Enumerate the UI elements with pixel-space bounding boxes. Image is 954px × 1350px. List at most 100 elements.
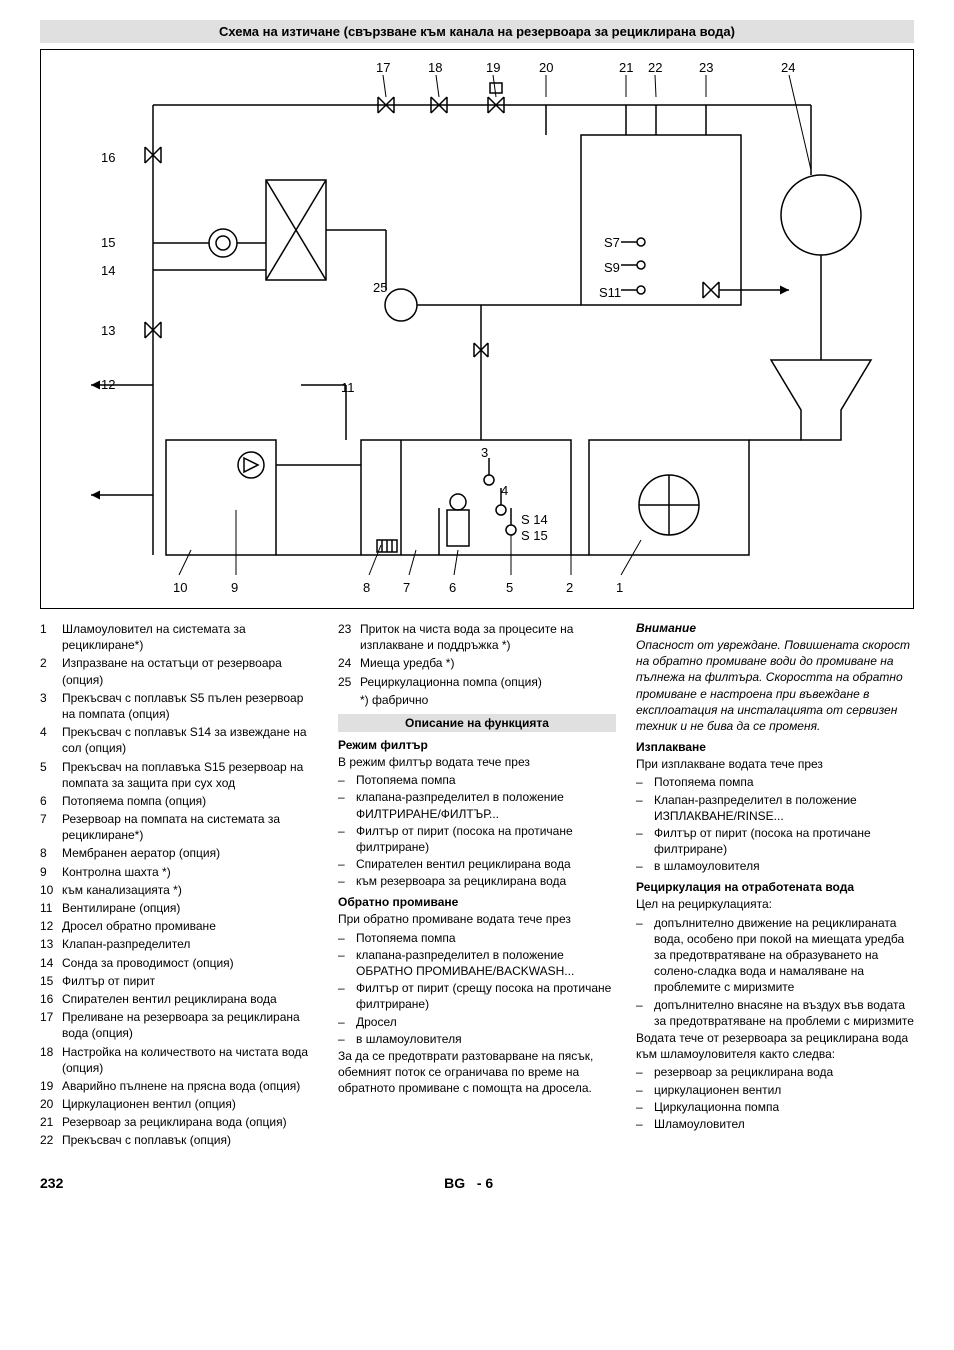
legend-item: 7Резервоар на помпата на системата за ре…: [40, 811, 318, 843]
flow-diagram: 17181920212223241615141312251134S7S9S11S…: [40, 49, 914, 609]
list-item: към резервоара за рециклирана вода: [338, 873, 616, 889]
page-number-left: 232: [40, 1175, 63, 1191]
column-2: 23Приток на чиста вода за процесите на и…: [338, 621, 616, 1151]
legend-item: 24Миеща уредба *): [338, 655, 616, 671]
list-item: Спирателен вентил рециклирана вода: [338, 856, 616, 872]
legend-text: Резервоар на помпата на системата за рец…: [62, 811, 318, 843]
diagram-label: 5: [506, 580, 513, 595]
legend-num: 5: [40, 759, 62, 791]
function-description-heading: Описание на функцията: [338, 714, 616, 732]
filter-list: Потопяема помпаклапана-разпределител в п…: [338, 772, 616, 889]
diagram-label: 23: [699, 60, 713, 75]
legend-text: Мембранен аератор (опция): [62, 845, 220, 861]
list-item: допълнително движение на рециклираната в…: [636, 915, 914, 996]
list-item: Филтър от пирит (посока на протичане фил…: [338, 823, 616, 855]
legend-num: 4: [40, 724, 62, 756]
legend-text: Аварийно пълнене на прясна вода (опция): [62, 1078, 300, 1094]
diagram-label: 1: [616, 580, 623, 595]
list-item: в шламоуловителя: [338, 1031, 616, 1047]
diagram-label: 24: [781, 60, 795, 75]
legend-text: Циркулационен вентил (опция): [62, 1096, 236, 1112]
backwash-heading: Обратно промиване: [338, 895, 616, 909]
legend-num: 3: [40, 690, 62, 722]
legend-text: Потопяема помпа (опция): [62, 793, 206, 809]
legend-num: 15: [40, 973, 62, 989]
diagram-label: 13: [101, 323, 115, 338]
legend-text: Клапан-разпределител: [62, 936, 190, 952]
legend-text: Вентилиране (опция): [62, 900, 180, 916]
diagram-label: 16: [101, 150, 115, 165]
legend-num: 12: [40, 918, 62, 934]
list-item: клапана-разпределител в положение ФИЛТРИ…: [338, 789, 616, 821]
legend-text: Дросел обратно промиване: [62, 918, 216, 934]
legend-item: 9Контролна шахта *): [40, 864, 318, 880]
legend-item: 19Аварийно пълнене на прясна вода (опция…: [40, 1078, 318, 1094]
legend-item: 17Преливане на резервоара за рециклирана…: [40, 1009, 318, 1041]
list-item: резервоар за рециклирана вода: [636, 1064, 914, 1080]
diagram-label: 11: [341, 380, 355, 395]
legend-item: 20Циркулационен вентил (опция): [40, 1096, 318, 1112]
page-title: Схема на изтичане (свързване към канала …: [40, 20, 914, 43]
legend-num: 17: [40, 1009, 62, 1041]
legend-num: 11: [40, 900, 62, 916]
legend-text: Настройка на количеството на чистата вод…: [62, 1044, 318, 1076]
legend-num: 14: [40, 955, 62, 971]
lang-code: BG: [444, 1175, 465, 1191]
diagram-label: 4: [501, 483, 508, 498]
diagram-label: 14: [101, 263, 115, 278]
page-footer: 232 BG - 6: [40, 1175, 914, 1191]
legend-item: 18Настройка на количеството на чистата в…: [40, 1044, 318, 1076]
legend-item: 2Изпразване на остатъци от резервоара (о…: [40, 655, 318, 687]
legend-item: 3Прекъсвач с поплавък S5 пълен резервоар…: [40, 690, 318, 722]
diagram-label: S 15: [521, 528, 548, 543]
legend-item: 6Потопяема помпа (опция): [40, 793, 318, 809]
legend-num: 13: [40, 936, 62, 952]
list-item: Дросел: [338, 1014, 616, 1030]
recirc-after: Водата тече от резервоара за рециклирана…: [636, 1030, 914, 1062]
column-3: Внимание Опасност от увреждане. Повишена…: [636, 621, 914, 1151]
legend-item: 1Шламоуловител на системата за рециклира…: [40, 621, 318, 653]
legend-item: 23Приток на чиста вода за процесите на и…: [338, 621, 616, 653]
legend-item: 13Клапан-разпределител: [40, 936, 318, 952]
diagram-label: 6: [449, 580, 456, 595]
diagram-label: 9: [231, 580, 238, 595]
legend-item: 12Дросел обратно промиване: [40, 918, 318, 934]
legend-item: *) фабрично: [338, 692, 616, 708]
diagram-label: S7: [604, 235, 620, 250]
page-seq: - 6: [477, 1175, 493, 1191]
diagram-label: 3: [481, 445, 488, 460]
legend-item: 8Мембранен аератор (опция): [40, 845, 318, 861]
diagram-label: 2: [566, 580, 573, 595]
legend-num: 23: [338, 621, 360, 653]
legend-text: Резервоар за рециклирана вода (опция): [62, 1114, 287, 1130]
list-item: клапана-разпределител в положение ОБРАТН…: [338, 947, 616, 979]
legend-item: 10към канализацията *): [40, 882, 318, 898]
list-item: Филтър от пирит (посока на протичане фил…: [636, 825, 914, 857]
legend-item: 11Вентилиране (опция): [40, 900, 318, 916]
diagram-label: 20: [539, 60, 553, 75]
legend-text: Прекъсвач с поплавък (опция): [62, 1132, 231, 1148]
legend-num: 9: [40, 864, 62, 880]
legend-text: Преливане на резервоара за рециклирана в…: [62, 1009, 318, 1041]
legend-item: 15Филтър от пирит: [40, 973, 318, 989]
legend-text: *) фабрично: [360, 692, 428, 708]
recirc-heading: Рециркулация на отработената вода: [636, 880, 914, 894]
legend-num: 24: [338, 655, 360, 671]
diagram-label: 10: [173, 580, 187, 595]
list-item: Клапан-разпределител в положение ИЗПЛАКВ…: [636, 792, 914, 824]
legend-text: Шламоуловител на системата за рециклиран…: [62, 621, 318, 653]
legend-num: [338, 692, 360, 708]
legend-text: Приток на чиста вода за процесите на изп…: [360, 621, 616, 653]
legend-num: 6: [40, 793, 62, 809]
legend-num: 2: [40, 655, 62, 687]
legend-num: 25: [338, 674, 360, 690]
list-item: Потопяема помпа: [636, 774, 914, 790]
legend-text: Спирателен вентил рециклирана вода: [62, 991, 277, 1007]
legend-num: 10: [40, 882, 62, 898]
legend-list-1: 1Шламоуловител на системата за рециклира…: [40, 621, 318, 1149]
legend-num: 20: [40, 1096, 62, 1112]
legend-text: Миеща уредба *): [360, 655, 454, 671]
legend-text: към канализацията *): [62, 882, 182, 898]
diagram-label: 12: [101, 377, 115, 392]
footer-center: BG - 6: [63, 1175, 874, 1191]
